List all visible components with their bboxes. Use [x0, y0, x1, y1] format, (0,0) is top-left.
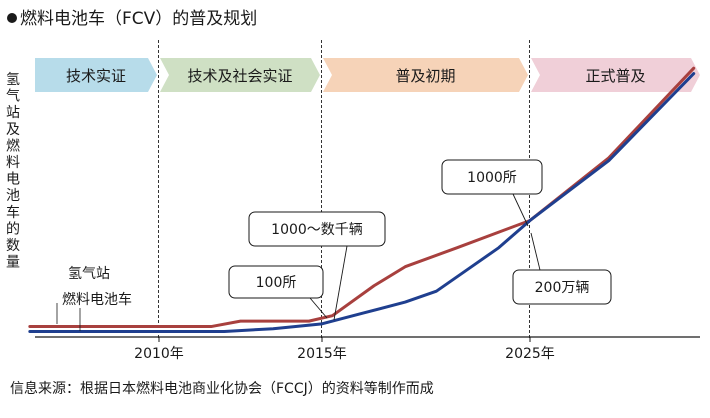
chart-title: 燃料电池车（FCV）的普及规划: [20, 9, 257, 29]
y-label-char: 车: [6, 204, 20, 221]
series-lines: [28, 66, 696, 333]
y-label-char: 燃: [6, 137, 20, 154]
series-line-2: [28, 72, 696, 333]
x-tick-label: 2025年: [505, 346, 555, 362]
callout-1000-range-box: [248, 211, 386, 247]
phase-label-2: 技术及社会实证: [187, 67, 292, 85]
x-tick-label: 2015年: [297, 346, 347, 362]
phase-label-3: 普及初期: [395, 67, 455, 85]
callouts: 100所 1000～数千辆 1000所 200万辆: [228, 159, 612, 321]
x-tick-label: 2010年: [134, 346, 184, 362]
y-label-char: 料: [6, 155, 20, 171]
callout-1000-leader: [512, 193, 529, 227]
y-label-char: 数: [6, 238, 20, 254]
phase-label-4: 正式普及: [585, 67, 645, 85]
y-label-char: 量: [6, 255, 20, 271]
callout-1000-range-label: 1000～数千辆: [271, 222, 363, 238]
y-label-char: 池: [6, 188, 20, 204]
y-label-char: 及: [6, 122, 20, 138]
title-bullet-icon: [7, 13, 17, 23]
source-note: 信息来源：根据日本燃料电池商业化协会（FCCJ）的资料等制作而成: [10, 380, 434, 397]
callout-1000-box: [441, 159, 543, 195]
callout-200-box: [512, 269, 612, 305]
callout-200-leader: [530, 232, 541, 271]
phase-band-4: [531, 58, 700, 92]
y-label-char: 氢: [6, 72, 20, 88]
y-label-char: 气: [6, 89, 20, 105]
phase-bands: 技术实证 技术及社会实证 普及初期 正式普及: [35, 58, 700, 92]
phase-band-1: [35, 58, 157, 92]
series-label-hydrogen: 氢气站: [68, 266, 110, 282]
x-ticks: 2010年 2015年 2025年: [134, 337, 555, 362]
phase-band-2: [160, 58, 320, 92]
callout-1000-label: 1000所: [467, 170, 517, 186]
callout-1000-range-leader: [333, 245, 348, 321]
callout-100-box: [228, 265, 324, 299]
callout-200-label: 200万辆: [535, 280, 590, 296]
phase-label-1: 技术实证: [66, 67, 126, 85]
callout-100-leader: [309, 297, 328, 319]
series-label-fcv: 燃料电池车: [62, 291, 132, 308]
y-label-char: 电: [6, 172, 20, 188]
y-label-char: 站: [6, 105, 20, 121]
callout-100-label: 100所: [256, 275, 297, 291]
y-label-char: 的: [6, 221, 20, 237]
phase-band-3: [323, 58, 528, 92]
